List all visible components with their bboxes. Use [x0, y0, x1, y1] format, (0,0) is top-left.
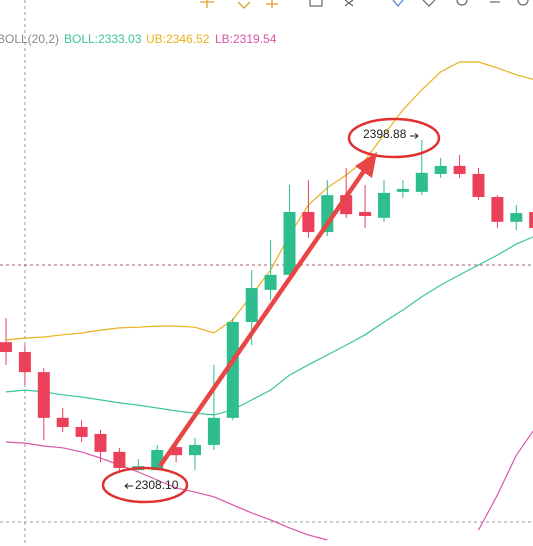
toolbar-icon[interactable] [200, 0, 214, 8]
candle-body [434, 165, 447, 174]
highlight-ellipse [347, 117, 441, 159]
legend-entry: UB:2346.52 [146, 32, 210, 46]
candle-body [56, 417, 69, 427]
candle-body [189, 444, 201, 456]
candle-body [37, 372, 50, 418]
toolbar [200, 0, 278, 9]
candle-body [94, 433, 107, 452]
toolbar-icon[interactable] [309, 0, 323, 7]
trend-arrow [158, 166, 368, 468]
candle-body [18, 352, 31, 373]
toolbar-icon[interactable] [344, 0, 354, 7]
highlight-ellipse [101, 466, 189, 504]
candle-body [0, 342, 12, 353]
band-line [5, 236, 533, 416]
legend-entry: LB:2319.54 [215, 32, 277, 46]
candle-body [453, 165, 466, 174]
toolbar-icon[interactable] [266, 0, 278, 8]
candle-body [302, 211, 315, 233]
toolbar-icon[interactable] [237, 1, 251, 9]
candle-body [75, 426, 88, 437]
toolbar-icon[interactable] [517, 0, 529, 6]
annotation-arrow [410, 133, 419, 139]
legend-entry: BOLL:2333.03 [64, 32, 142, 46]
low-annotation: 2308.10 [135, 478, 179, 492]
candle-body [491, 196, 504, 222]
candle-body [226, 322, 239, 418]
indicator-name: BOLL(20,2) [0, 32, 59, 46]
candle-body [359, 211, 372, 216]
candle-body [283, 211, 296, 275]
candle-body [472, 173, 485, 197]
toolbar-icon[interactable] [422, 0, 436, 7]
candle-body [207, 417, 220, 445]
candle-body [510, 213, 523, 222]
toolbar [309, 0, 529, 7]
trend-arrowhead [355, 152, 377, 178]
candles [0, 139, 533, 472]
candle-body [396, 188, 409, 192]
candle-body [245, 288, 258, 323]
candle-body [170, 447, 183, 456]
candle-body [529, 211, 533, 229]
toolbar-icon[interactable] [392, 0, 404, 7]
band-line [5, 430, 533, 541]
high-annotation: 2398.88 [363, 127, 407, 141]
toolbar-icon[interactable] [456, 0, 468, 6]
candle-body [415, 172, 428, 192]
annotation-arrow [124, 483, 133, 489]
candle-body [113, 451, 126, 468]
candle-body [264, 274, 277, 290]
candle-body [378, 192, 390, 218]
